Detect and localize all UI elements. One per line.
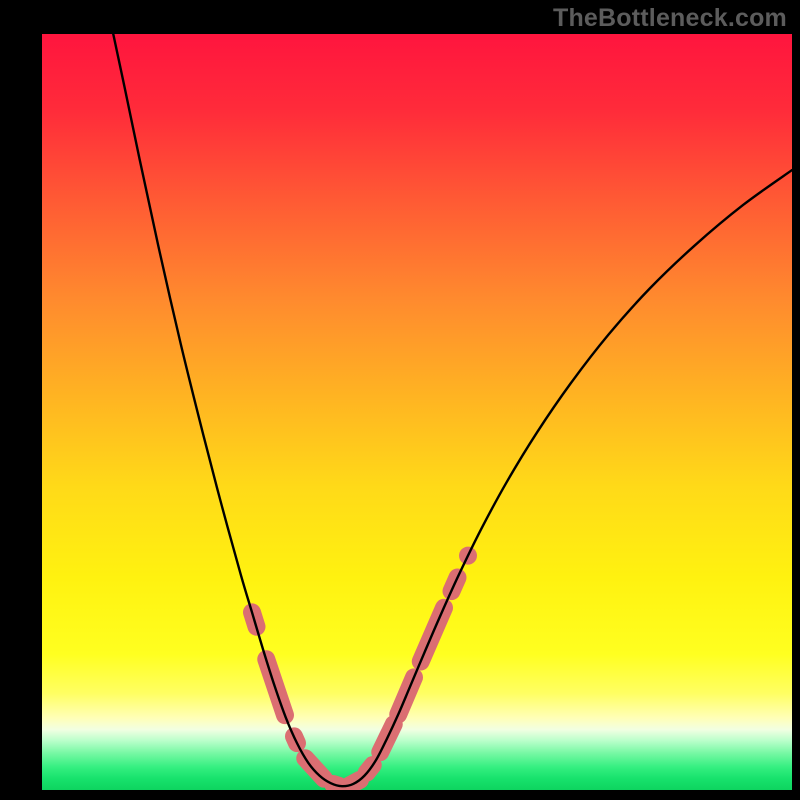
bottleneck-curve [42,34,792,790]
watermark-text: TheBottleneck.com [553,4,787,33]
plot-area [42,34,792,790]
